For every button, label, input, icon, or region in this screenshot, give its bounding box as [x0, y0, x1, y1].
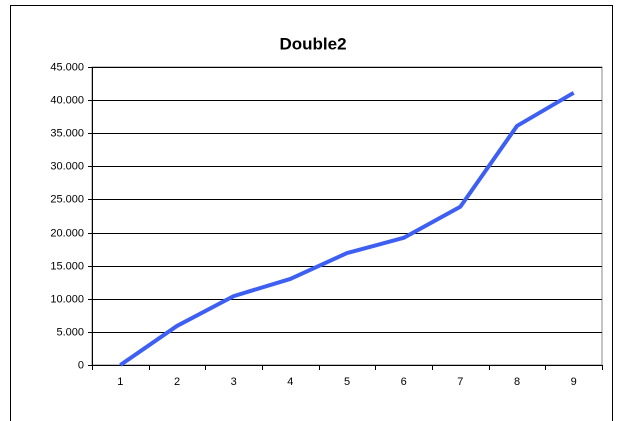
x-tick-label: 4 [287, 376, 293, 388]
x-tick-label: 9 [571, 376, 577, 388]
x-tick-label: 5 [344, 376, 350, 388]
y-tick-label: 25.000 [50, 193, 84, 205]
y-tick-label: 40.000 [50, 94, 84, 106]
y-tick-label: 0 [78, 359, 84, 371]
y-tick-label: 20.000 [50, 227, 84, 239]
data-line [119, 91, 575, 367]
x-tick-label: 1 [117, 376, 123, 388]
chart-title: Double2 [279, 34, 346, 53]
plot-area [91, 66, 603, 366]
x-tick-label: 2 [174, 376, 180, 388]
y-tick-label: 30.000 [50, 160, 84, 172]
y-tick-label: 5.000 [56, 326, 84, 338]
x-tick-label: 6 [401, 376, 407, 388]
y-tick-label: 45.000 [50, 61, 84, 73]
y-tick-label: 35.000 [50, 127, 84, 139]
y-tick-label: 10.000 [50, 293, 84, 305]
y-tick-label: 15.000 [50, 260, 84, 272]
x-tick-label: 3 [231, 376, 237, 388]
x-tick-label: 8 [514, 376, 520, 388]
chart-border [10, 5, 613, 421]
x-tick-label: 7 [457, 376, 463, 388]
